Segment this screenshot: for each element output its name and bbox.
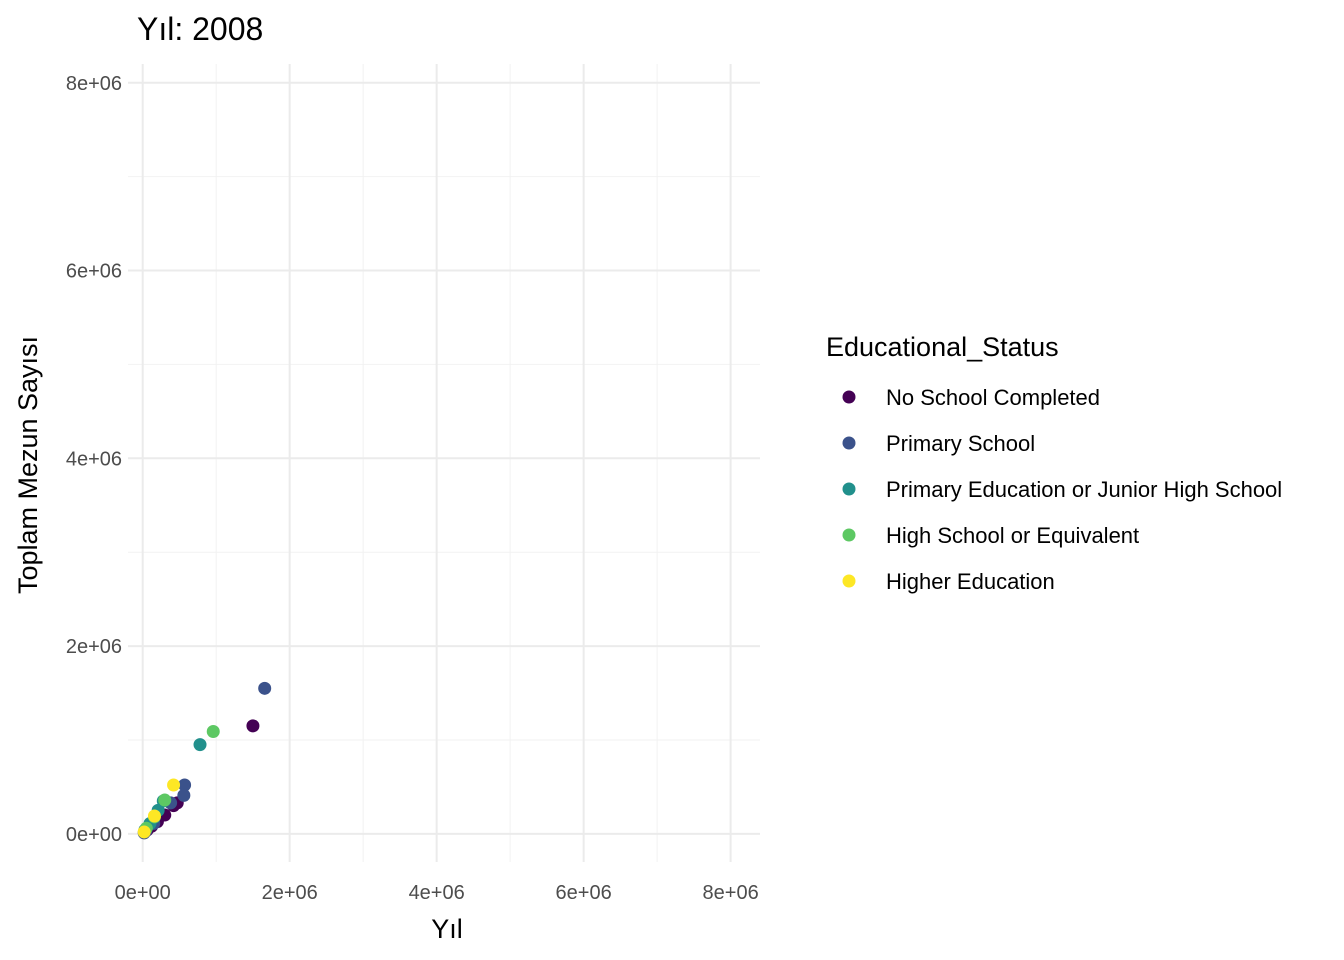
data-points [137, 681, 272, 840]
x-axis-title: Yıl [431, 914, 463, 944]
data-point [177, 788, 191, 802]
legend-key [842, 390, 856, 404]
legend-key [842, 482, 856, 496]
y-tick-label: 0e+00 [66, 824, 122, 846]
y-tick-label: 2e+06 [66, 636, 122, 658]
plot-panel: 0e+00 2e+06 4e+06 6e+06 8e+06 0e+00 2e+06 4e+06… [66, 64, 760, 904]
axis-ticks: 0e+00 2e+06 4e+06 6e+06 8e+06 0e+00 2e+06 4e+06… [66, 73, 759, 904]
data-point [147, 809, 161, 823]
legend-label: High School or Equivalent [886, 523, 1139, 548]
data-point [246, 719, 260, 733]
x-tick-label: 0e+00 [115, 882, 171, 904]
x-tick-label: 2e+06 [262, 882, 318, 904]
legend-label: Primary School [886, 431, 1035, 456]
y-tick-label: 4e+06 [66, 448, 122, 470]
legend-key [842, 528, 856, 542]
x-tick-label: 8e+06 [703, 882, 759, 904]
y-tick-label: 8e+06 [66, 73, 122, 95]
x-tick-label: 4e+06 [409, 882, 465, 904]
legend-label: Primary Education or Junior High School [886, 477, 1282, 502]
legend-key [842, 574, 856, 588]
legend-label: Higher Education [886, 569, 1055, 594]
data-point [258, 681, 272, 695]
y-axis-title: Toplam Mezun Sayısı [13, 336, 43, 594]
data-point [158, 793, 172, 807]
legend-title: Educational_Status [826, 332, 1059, 362]
legend-items: No School Completed Primary School Primary… [842, 385, 1282, 594]
grid-lines [128, 64, 760, 862]
legend: Educational_Status No School Completed Pr… [826, 332, 1282, 594]
data-point [137, 825, 151, 839]
data-point [193, 738, 207, 752]
data-point [167, 778, 181, 792]
data-point [178, 778, 192, 792]
data-point [206, 725, 220, 739]
y-tick-label: 6e+06 [66, 261, 122, 283]
legend-label: No School Completed [886, 385, 1100, 410]
legend-key [842, 436, 856, 450]
chart-title: Yıl: 2008 [137, 11, 263, 47]
x-tick-label: 6e+06 [556, 882, 612, 904]
